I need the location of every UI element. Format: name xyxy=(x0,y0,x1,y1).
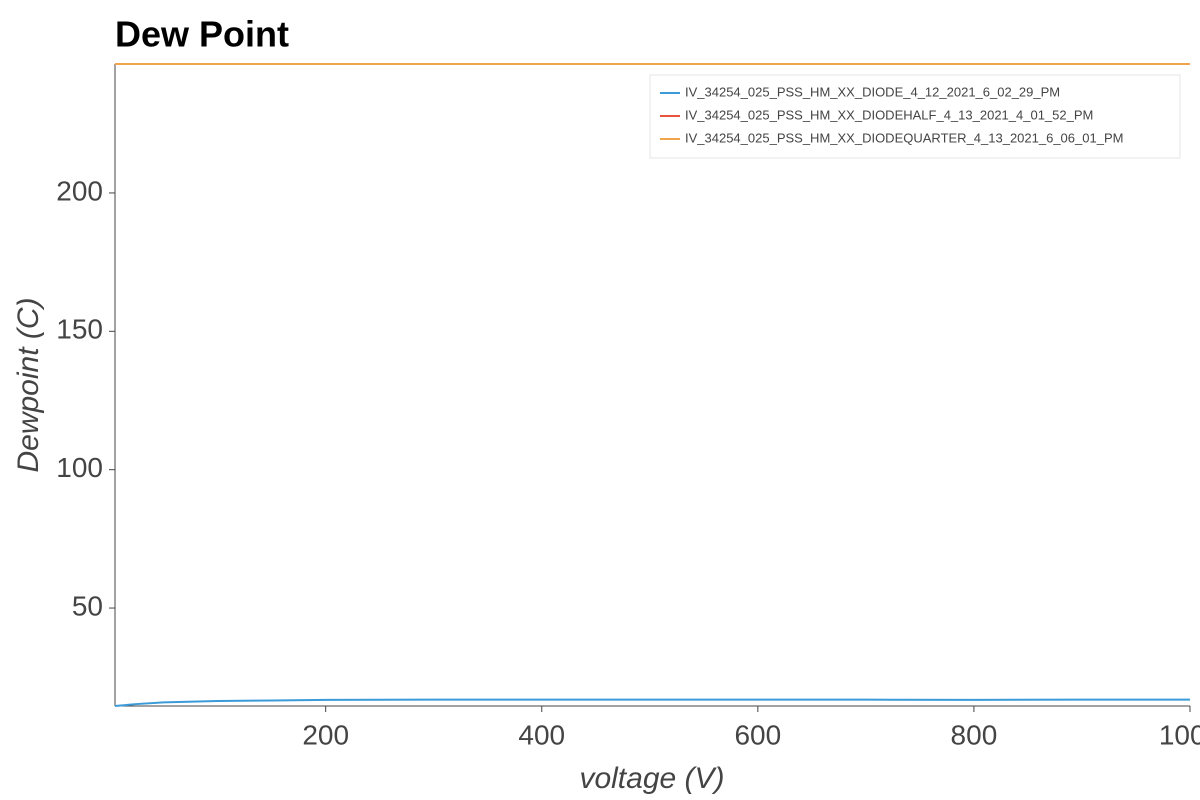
data-line xyxy=(114,698,1190,707)
legend-label: IV_34254_025_PSS_HM_XX_DIODEHALF_4_13_20… xyxy=(685,107,1093,122)
y-tick-label: 200 xyxy=(56,175,103,206)
y-tick-label: 150 xyxy=(56,314,103,345)
x-tick-label: 800 xyxy=(951,719,998,750)
x-tick-label: 400 xyxy=(518,719,565,750)
legend: IV_34254_025_PSS_HM_XX_DIODE_4_12_2021_6… xyxy=(649,74,1181,159)
y-tick-label: 100 xyxy=(56,452,103,483)
legend-label: IV_34254_025_PSS_HM_XX_DIODEQUARTER_4_13… xyxy=(685,130,1123,145)
x-tick-label: 600 xyxy=(734,719,781,750)
x-tick-label: 200 xyxy=(302,719,349,750)
legend-label: IV_34254_025_PSS_HM_XX_DIODE_4_12_2021_6… xyxy=(685,84,1060,99)
x-tick-label: 1000 xyxy=(1159,719,1200,750)
y-tick-label: 50 xyxy=(72,590,103,621)
chart-title: Dew Point xyxy=(115,14,289,55)
legend-box xyxy=(649,74,1181,159)
y-axis-label: Dewpoint (C) xyxy=(12,297,45,472)
plot-area: 50 100 150 200 200 400 600 800 1000 xyxy=(56,63,1200,750)
x-axis-label: voltage (V) xyxy=(579,762,724,795)
